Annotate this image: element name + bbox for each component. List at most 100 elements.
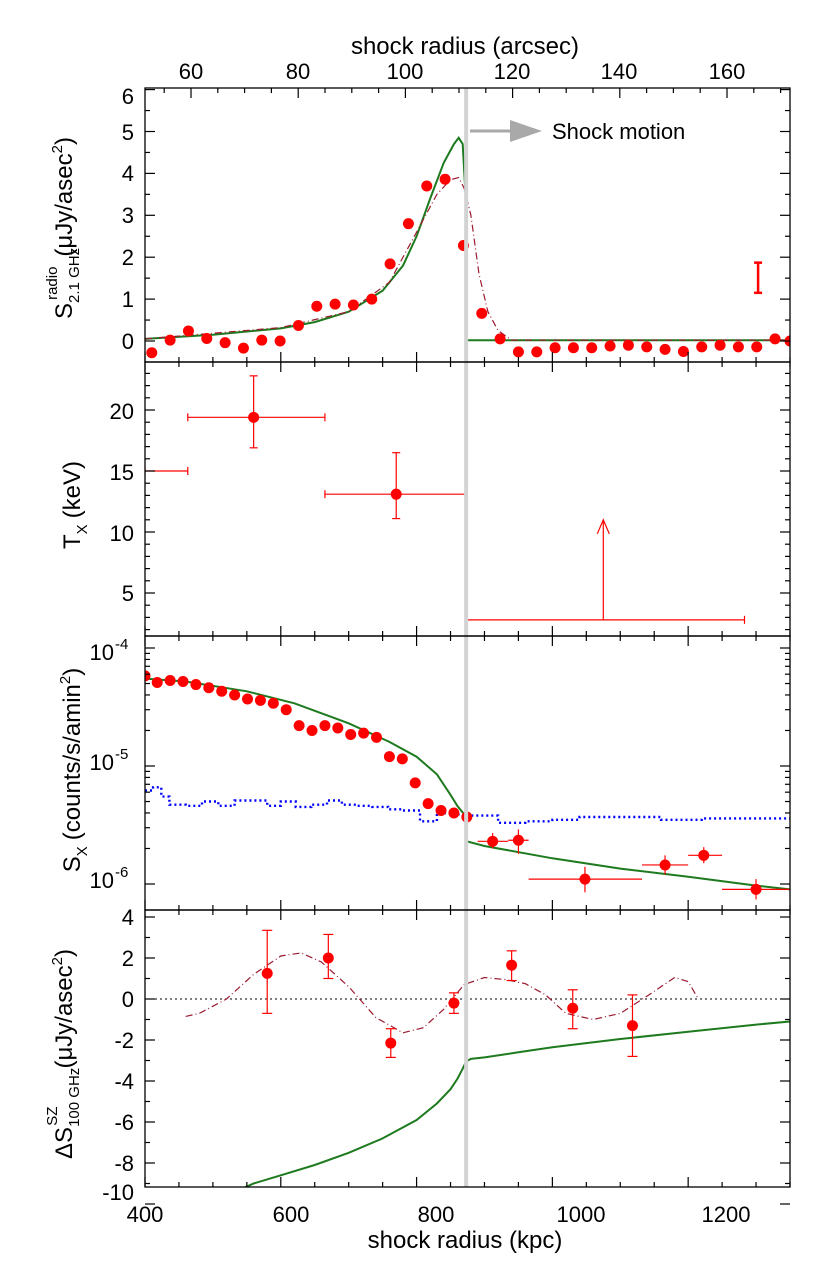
radio-data-point [494, 333, 506, 345]
radio-y-tick-label: 6 [122, 84, 134, 109]
sz-data-point [626, 1020, 638, 1032]
bottom-tick-label: 400 [127, 1202, 164, 1227]
xray-y-axis-title: SX (counts/s/amin2) [57, 668, 91, 872]
radio-data-point [146, 347, 158, 359]
xray-data-point [151, 677, 163, 689]
xray-data-point [345, 728, 357, 740]
xray-data-point [216, 685, 228, 697]
xray-data-point [579, 873, 591, 885]
temperature-y-axis-main: T [59, 534, 86, 549]
panel-xray [145, 670, 790, 900]
sz-y-tick-label: -8 [114, 1151, 134, 1176]
xray-data-point [164, 675, 176, 687]
sz-data-point [567, 1002, 579, 1014]
sz-y-tick-label: -10 [102, 1180, 134, 1205]
radio-data-point [439, 173, 451, 185]
top-tick-labels: 60 80 100 120 140 160 [179, 59, 746, 84]
radio-data-point [549, 342, 561, 354]
plot-area [145, 136, 790, 359]
plot-area [145, 929, 790, 1187]
sz-y-tick-labels: 4 2 0 -2 -4 -6 -8 -10 [102, 905, 134, 1205]
sz-y-axis-units-sup: 2 [49, 957, 66, 965]
radio-y-axis-sub: 2.1 GHz [66, 248, 83, 303]
top-tick-label: 120 [494, 59, 531, 84]
radio-y-axis-units: (μJy/asec [51, 153, 78, 256]
radio-data-point [512, 346, 524, 358]
top-tick-label: 140 [601, 59, 638, 84]
radio-y-tick-label: 3 [122, 203, 134, 228]
radio-data-point [182, 325, 194, 337]
xray-data-point [177, 676, 189, 688]
radio-data-point [292, 319, 304, 331]
sz-y-axis-sup: SZ [44, 1107, 61, 1126]
axis-ticks [144, 88, 791, 1205]
sz-model-line [243, 1020, 790, 1187]
xray-data-point [435, 804, 447, 816]
bottom-tick-label: 600 [273, 1202, 310, 1227]
radio-data-point [641, 341, 653, 353]
xray-background-line [145, 786, 790, 824]
radio-data-point [311, 300, 323, 312]
temperature-y-tick-label: 20 [110, 399, 134, 424]
xray-data-point [332, 722, 344, 734]
radio-data-point [604, 340, 616, 352]
shock-motion-arrow-icon [510, 120, 542, 142]
radio-y-axis-title: S2.1 GHz radio (μJy/asec2) [44, 137, 83, 319]
xray-data-point [396, 753, 408, 765]
radio-data-point [769, 333, 781, 345]
radio-data-point [751, 341, 763, 353]
xray-y-tick-label: 10 [90, 868, 114, 893]
sz-y-axis-title: ΔS100 GHz SZ (μJy/asec2) [44, 949, 83, 1159]
bottom-tick-labels: 400 600 800 1000 1200 [127, 1202, 751, 1227]
xray-y-axis-units-close: ) [59, 668, 86, 676]
temperature-arrow-head-icon [596, 518, 610, 535]
xray-data-point [698, 849, 710, 861]
radio-y-tick-label: 2 [122, 245, 134, 270]
radio-y-tick-label: 1 [122, 287, 134, 312]
xray-y-tick-exponent: -6 [115, 864, 128, 881]
sz-y-tick-label: -4 [114, 1069, 134, 1094]
sz-y-axis-units: (μJy/asec [51, 965, 78, 1068]
sz-y-axis-sub: 100 GHz [66, 1068, 83, 1127]
shock-motion-label: Shock motion [552, 119, 685, 144]
xray-data-point [267, 697, 279, 709]
top-tick-label: 60 [179, 59, 203, 84]
temperature-y-axis-units: (keV) [59, 461, 86, 518]
xray-data-point [659, 859, 671, 871]
bottom-tick-label: 1000 [557, 1202, 606, 1227]
xray-data-point [306, 724, 318, 736]
radio-dashdot-line [145, 176, 790, 341]
radio-data-point [586, 342, 598, 354]
xray-data-point [512, 834, 524, 846]
radio-data-point [201, 332, 213, 344]
radio-data-point [696, 341, 708, 353]
panel-radio [145, 136, 790, 359]
sz-y-tick-label: -6 [114, 1110, 134, 1135]
radio-data-point [219, 337, 231, 349]
temperature-y-tick-label: 5 [122, 581, 134, 606]
xray-y-tick-labels: 10 -4 10 -5 10 -6 [90, 636, 129, 893]
xray-data-point [383, 751, 395, 763]
temperature-y-axis-sub: X [74, 524, 91, 534]
xray-data-point [280, 704, 292, 716]
xray-y-axis-main: S [59, 856, 86, 872]
radio-data-point [274, 335, 286, 347]
radio-data-point [567, 342, 579, 354]
radio-data-point [677, 345, 689, 357]
shock-motion-annotation: Shock motion [470, 119, 685, 144]
xray-data-point [487, 835, 499, 847]
xray-y-axis-units: (counts/s/amin [59, 684, 86, 840]
xray-data-point [242, 693, 254, 705]
radio-y-axis-main: S [51, 303, 78, 319]
top-tick-label: 80 [286, 59, 310, 84]
radio-data-point [476, 307, 488, 319]
sz-data-point [322, 952, 334, 964]
temperature-y-tick-label: 10 [110, 521, 134, 546]
xray-data-point [409, 777, 421, 789]
xray-data-point [203, 682, 215, 694]
sz-y-tick-label: 4 [122, 905, 134, 930]
sz-data-point [385, 1037, 397, 1049]
radio-data-point [421, 180, 433, 192]
xray-data-point [293, 720, 305, 732]
